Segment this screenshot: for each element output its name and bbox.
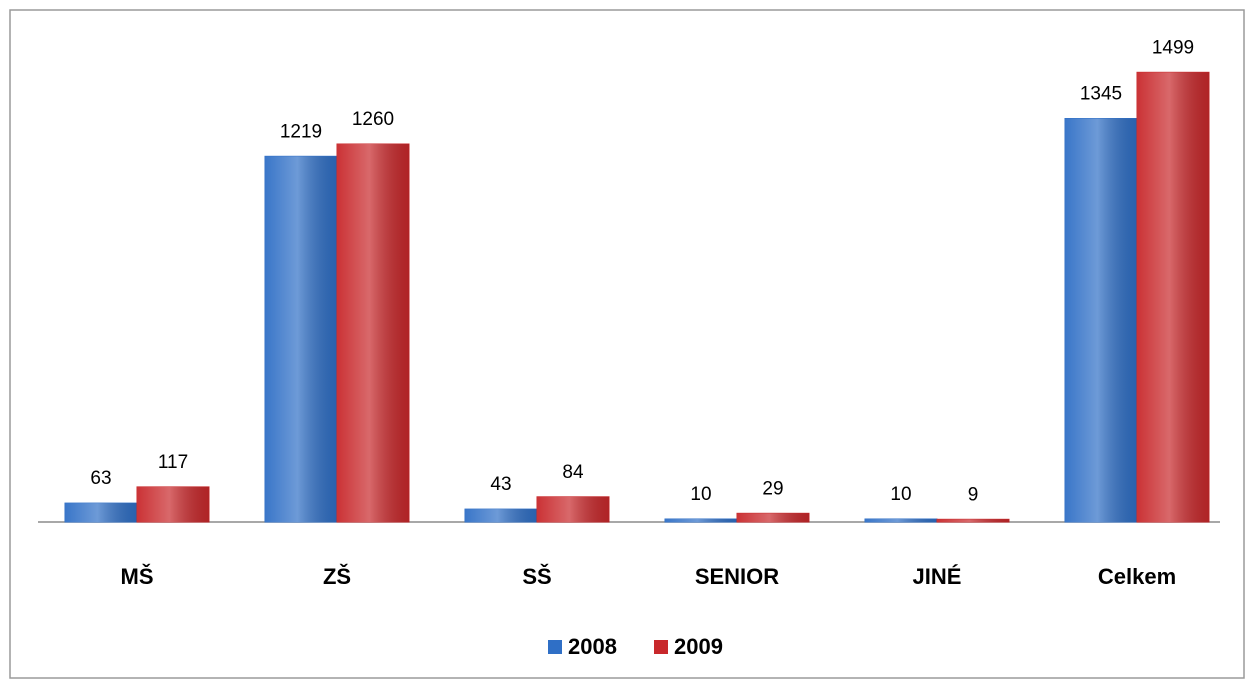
legend-swatch [548, 640, 562, 654]
bar-shine [737, 513, 809, 522]
bar-shine [665, 519, 737, 522]
bar-shine [137, 486, 209, 522]
bar-shine [1137, 72, 1209, 523]
bar-shine [465, 509, 537, 522]
x-tick-label: SŠ [522, 564, 551, 589]
data-label: 1499 [1152, 37, 1194, 58]
bar-shine [865, 519, 937, 522]
data-label: 1345 [1080, 84, 1122, 105]
legend-label: 2009 [674, 634, 723, 659]
bar-shine [1065, 118, 1137, 522]
data-label: 29 [762, 478, 783, 499]
data-label: 43 [490, 474, 511, 495]
bar-shine [337, 144, 409, 522]
data-label: 1260 [352, 109, 394, 130]
data-label: 117 [158, 452, 188, 473]
x-tick-label: MŠ [121, 564, 154, 589]
data-label: 84 [562, 462, 584, 483]
x-tick-label: SENIOR [695, 564, 779, 589]
data-label: 10 [890, 484, 911, 505]
bar-shine [537, 496, 609, 522]
bar-shine [937, 519, 1009, 522]
x-tick-label: ZŠ [323, 564, 351, 589]
data-label: 9 [968, 484, 979, 505]
legend-swatch [654, 640, 668, 654]
bar-shine [65, 503, 137, 522]
x-tick-label: JINÉ [913, 564, 962, 589]
data-label: 10 [690, 484, 711, 505]
bar-shine [265, 156, 337, 523]
data-label: 1219 [280, 121, 322, 142]
data-label: 63 [90, 468, 111, 489]
chart-frame [9, 9, 1245, 679]
legend-label: 2008 [568, 634, 617, 659]
x-tick-label: Celkem [1098, 564, 1176, 589]
